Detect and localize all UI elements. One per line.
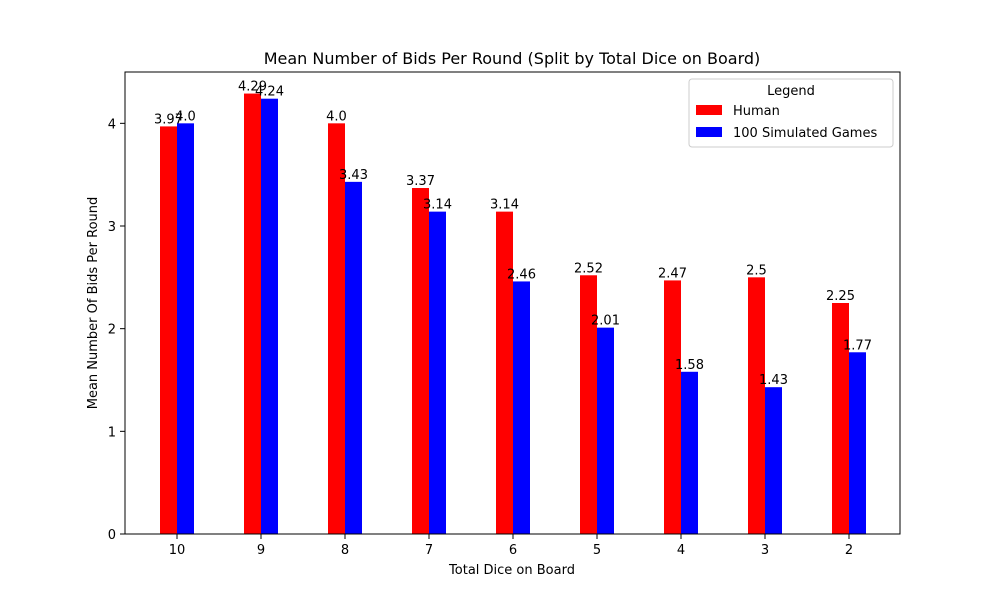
bar-label-simulated-7: 3.14: [423, 198, 452, 213]
x-tick-label: 2: [845, 543, 853, 558]
legend: Legend Human 100 Simulated Games: [688, 78, 894, 148]
bar-labels-group: 3.97 4.29 4.0 3.37 3.14 2.52 2.47 2.5 2.25 4.0 4.2…: [154, 80, 872, 389]
legend-swatch-simulated: [696, 127, 722, 137]
x-axis-label: Total Dice on Board: [448, 563, 575, 578]
y-tick-label: 4: [108, 117, 116, 132]
bar-label-simulated-3: 1.43: [759, 373, 788, 388]
bar-label-simulated-9: 4.24: [255, 85, 284, 100]
bar-simulated-6: [513, 281, 530, 534]
x-tick-label: 7: [425, 543, 433, 558]
bar-simulated-2: [849, 352, 866, 534]
legend-frame: [688, 78, 894, 148]
legend-label-simulated: 100 Simulated Games: [733, 126, 877, 141]
bars-group: [160, 93, 866, 535]
bar-simulated-10: [177, 123, 194, 534]
x-tick-label: 10: [169, 543, 186, 558]
bar-label-human-8: 4.0: [326, 109, 347, 124]
bar-label-simulated-5: 2.01: [591, 314, 620, 329]
bar-label-human-4: 2.47: [658, 266, 687, 281]
x-tick-label: 6: [509, 543, 517, 558]
bar-human-7: [412, 188, 429, 534]
bar-label-human-6: 3.14: [490, 198, 519, 213]
bar-human-3: [748, 277, 765, 534]
bar-label-human-7: 3.37: [406, 174, 435, 189]
bar-label-simulated-6: 2.46: [507, 267, 536, 282]
bar-human-9: [244, 93, 261, 534]
bar-simulated-5: [597, 327, 614, 534]
bar-human-8: [328, 123, 345, 534]
bar-label-simulated-8: 3.43: [339, 168, 368, 183]
y-axis-label: Mean Number Of Bids Per Round: [86, 197, 101, 410]
bar-label-human-2: 2.25: [826, 289, 855, 304]
x-tick-label: 9: [257, 543, 265, 558]
bar-simulated-8: [345, 181, 362, 534]
bar-label-simulated-10: 4.0: [175, 109, 196, 124]
x-axis: 10 9 8 7 6 5 4 3 2: [169, 534, 853, 558]
bar-simulated-3: [765, 387, 782, 534]
x-tick-label: 3: [761, 543, 769, 558]
bar-simulated-4: [681, 371, 698, 534]
y-tick-label: 0: [108, 528, 116, 543]
x-tick-label: 8: [341, 543, 349, 558]
bar-label-human-5: 2.52: [574, 261, 603, 276]
bar-label-simulated-4: 1.58: [675, 358, 704, 373]
bar-human-6: [496, 211, 513, 535]
x-tick-label: 4: [677, 543, 685, 558]
bar-human-10: [160, 126, 177, 534]
bar-label-human-3: 2.5: [746, 263, 767, 278]
y-tick-label: 1: [108, 425, 116, 440]
y-tick-label: 2: [108, 323, 116, 338]
bar-label-simulated-2: 1.77: [843, 338, 872, 353]
bar-human-5: [580, 275, 597, 534]
legend-swatch-human: [696, 105, 722, 115]
bar-label-human-9: 4.29: [238, 80, 267, 95]
legend-title: Legend: [767, 84, 815, 99]
x-tick-label: 5: [593, 543, 601, 558]
bar-human-2: [832, 303, 849, 534]
chart-title: Mean Number of Bids Per Round (Split by …: [264, 49, 761, 68]
legend-label-human: Human: [733, 104, 780, 119]
bar-label-human-10: 3.97: [154, 112, 183, 127]
y-tick-label: 3: [108, 220, 116, 235]
bar-human-4: [664, 280, 681, 534]
bar-simulated-7: [429, 211, 446, 535]
y-axis: 0 1 2 3 4: [108, 117, 125, 543]
bar-simulated-9: [261, 98, 278, 535]
